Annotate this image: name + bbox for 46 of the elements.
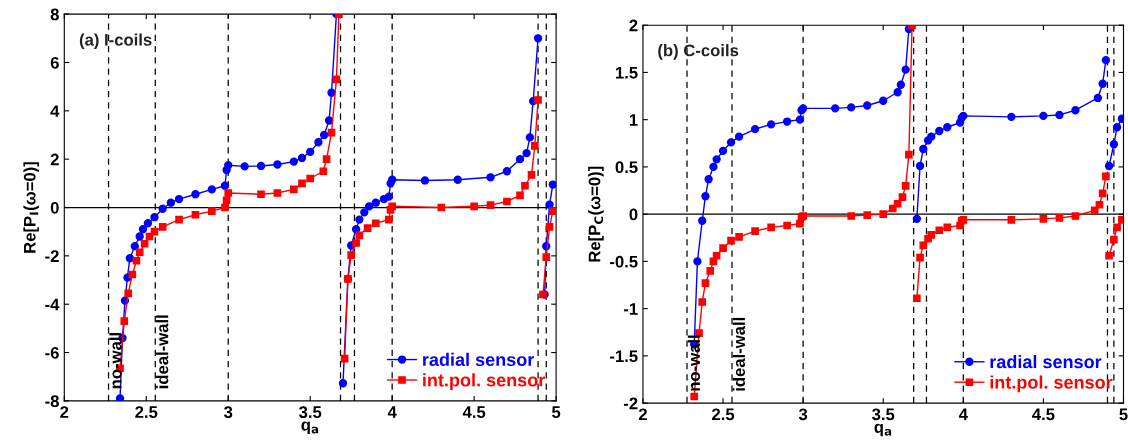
ref-line-label: ideal-wall [732, 317, 746, 391]
ref-line-label: no-wall [109, 333, 122, 389]
x-tick-label: 2.5 [135, 406, 158, 418]
ref-line-label: ideal-wall [156, 315, 169, 389]
x-tick-label: 3.5 [299, 406, 322, 419]
y-tick-label: -4 [45, 298, 60, 311]
y-tick-label: -0.5 [610, 255, 638, 268]
x-tick-label: 2 [60, 406, 69, 418]
annotation: (a) I-coils [79, 33, 152, 50]
legend-label: radial sensor [423, 352, 535, 367]
y-tick-label: 4 [50, 105, 60, 117]
y-tick-label: 1 [629, 114, 638, 126]
x-tick-label: 3 [798, 408, 808, 421]
x-tick-label: 5 [1119, 408, 1128, 421]
y-tick-label: -1 [623, 303, 638, 315]
x-axis-title: q$_{a}$ [874, 423, 892, 437]
x-tick-label: 2.5 [712, 408, 735, 421]
legend-label: int.pol. sensor [990, 375, 1113, 393]
legend-label: int.pol. sensor [423, 373, 546, 391]
x-tick-label: 4.5 [462, 406, 486, 418]
x-tick-label: 4 [387, 406, 397, 418]
y-tick-label: 2 [50, 153, 59, 166]
y-tick-label: 1.5 [615, 67, 638, 79]
y-tick-label: 2 [629, 19, 638, 32]
y-tick-label: -2 [623, 397, 638, 410]
y-tick-label: 0 [629, 208, 638, 221]
y-axis-title: Re[P$_{I}$(ω=0)] [23, 162, 39, 253]
annotation: (b) C-coils [658, 44, 739, 60]
x-tick-label: 3 [223, 406, 233, 419]
y-tick-label: -6 [45, 346, 59, 359]
ref-line-label: no-wall [687, 335, 701, 391]
x-axis-title: q$_{a}$ [301, 421, 319, 434]
legend-label: radial sensor [990, 355, 1102, 369]
x-tick-label: 3.5 [872, 408, 895, 421]
y-tick-label: 0.5 [615, 161, 638, 174]
y-tick-label: 8 [50, 8, 59, 21]
x-tick-label: 4 [958, 408, 968, 421]
y-tick-label: 0 [50, 201, 59, 214]
y-tick-label: 6 [50, 56, 59, 69]
y-tick-label: -1.5 [610, 350, 638, 363]
y-tick-label: -8 [45, 395, 59, 408]
y-axis-title: Re[P$_{C}$(ω=0)] [588, 166, 604, 262]
y-tick-label: -2 [45, 250, 59, 262]
x-tick-label: 5 [551, 406, 561, 418]
x-tick-label: 2 [638, 408, 647, 421]
x-tick-label: 4.5 [1032, 408, 1055, 421]
